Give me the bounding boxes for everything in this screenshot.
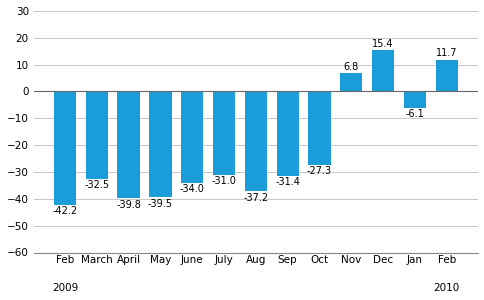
Bar — [244, 92, 267, 191]
Bar — [54, 92, 76, 205]
Text: -42.2: -42.2 — [52, 206, 77, 216]
Bar — [181, 92, 203, 183]
Text: -6.1: -6.1 — [405, 110, 424, 119]
Text: -34.0: -34.0 — [180, 184, 204, 194]
Text: -31.4: -31.4 — [275, 177, 300, 187]
Bar — [86, 92, 108, 179]
Text: 2010: 2010 — [433, 283, 459, 293]
Text: -27.3: -27.3 — [306, 166, 332, 176]
Text: -31.0: -31.0 — [211, 176, 236, 186]
Bar — [149, 92, 171, 197]
Bar — [371, 50, 393, 92]
Text: -39.5: -39.5 — [148, 199, 173, 209]
Text: -32.5: -32.5 — [84, 180, 109, 190]
Bar — [339, 73, 362, 92]
Text: -37.2: -37.2 — [243, 193, 268, 203]
Text: 15.4: 15.4 — [372, 38, 393, 49]
Text: 2009: 2009 — [52, 283, 78, 293]
Text: 6.8: 6.8 — [343, 61, 358, 72]
Text: -39.8: -39.8 — [116, 200, 141, 210]
Bar — [403, 92, 425, 108]
Bar — [117, 92, 139, 198]
Bar — [308, 92, 330, 165]
Bar — [276, 92, 298, 176]
Bar — [212, 92, 235, 175]
Bar — [435, 60, 457, 92]
Text: 11.7: 11.7 — [435, 49, 456, 58]
